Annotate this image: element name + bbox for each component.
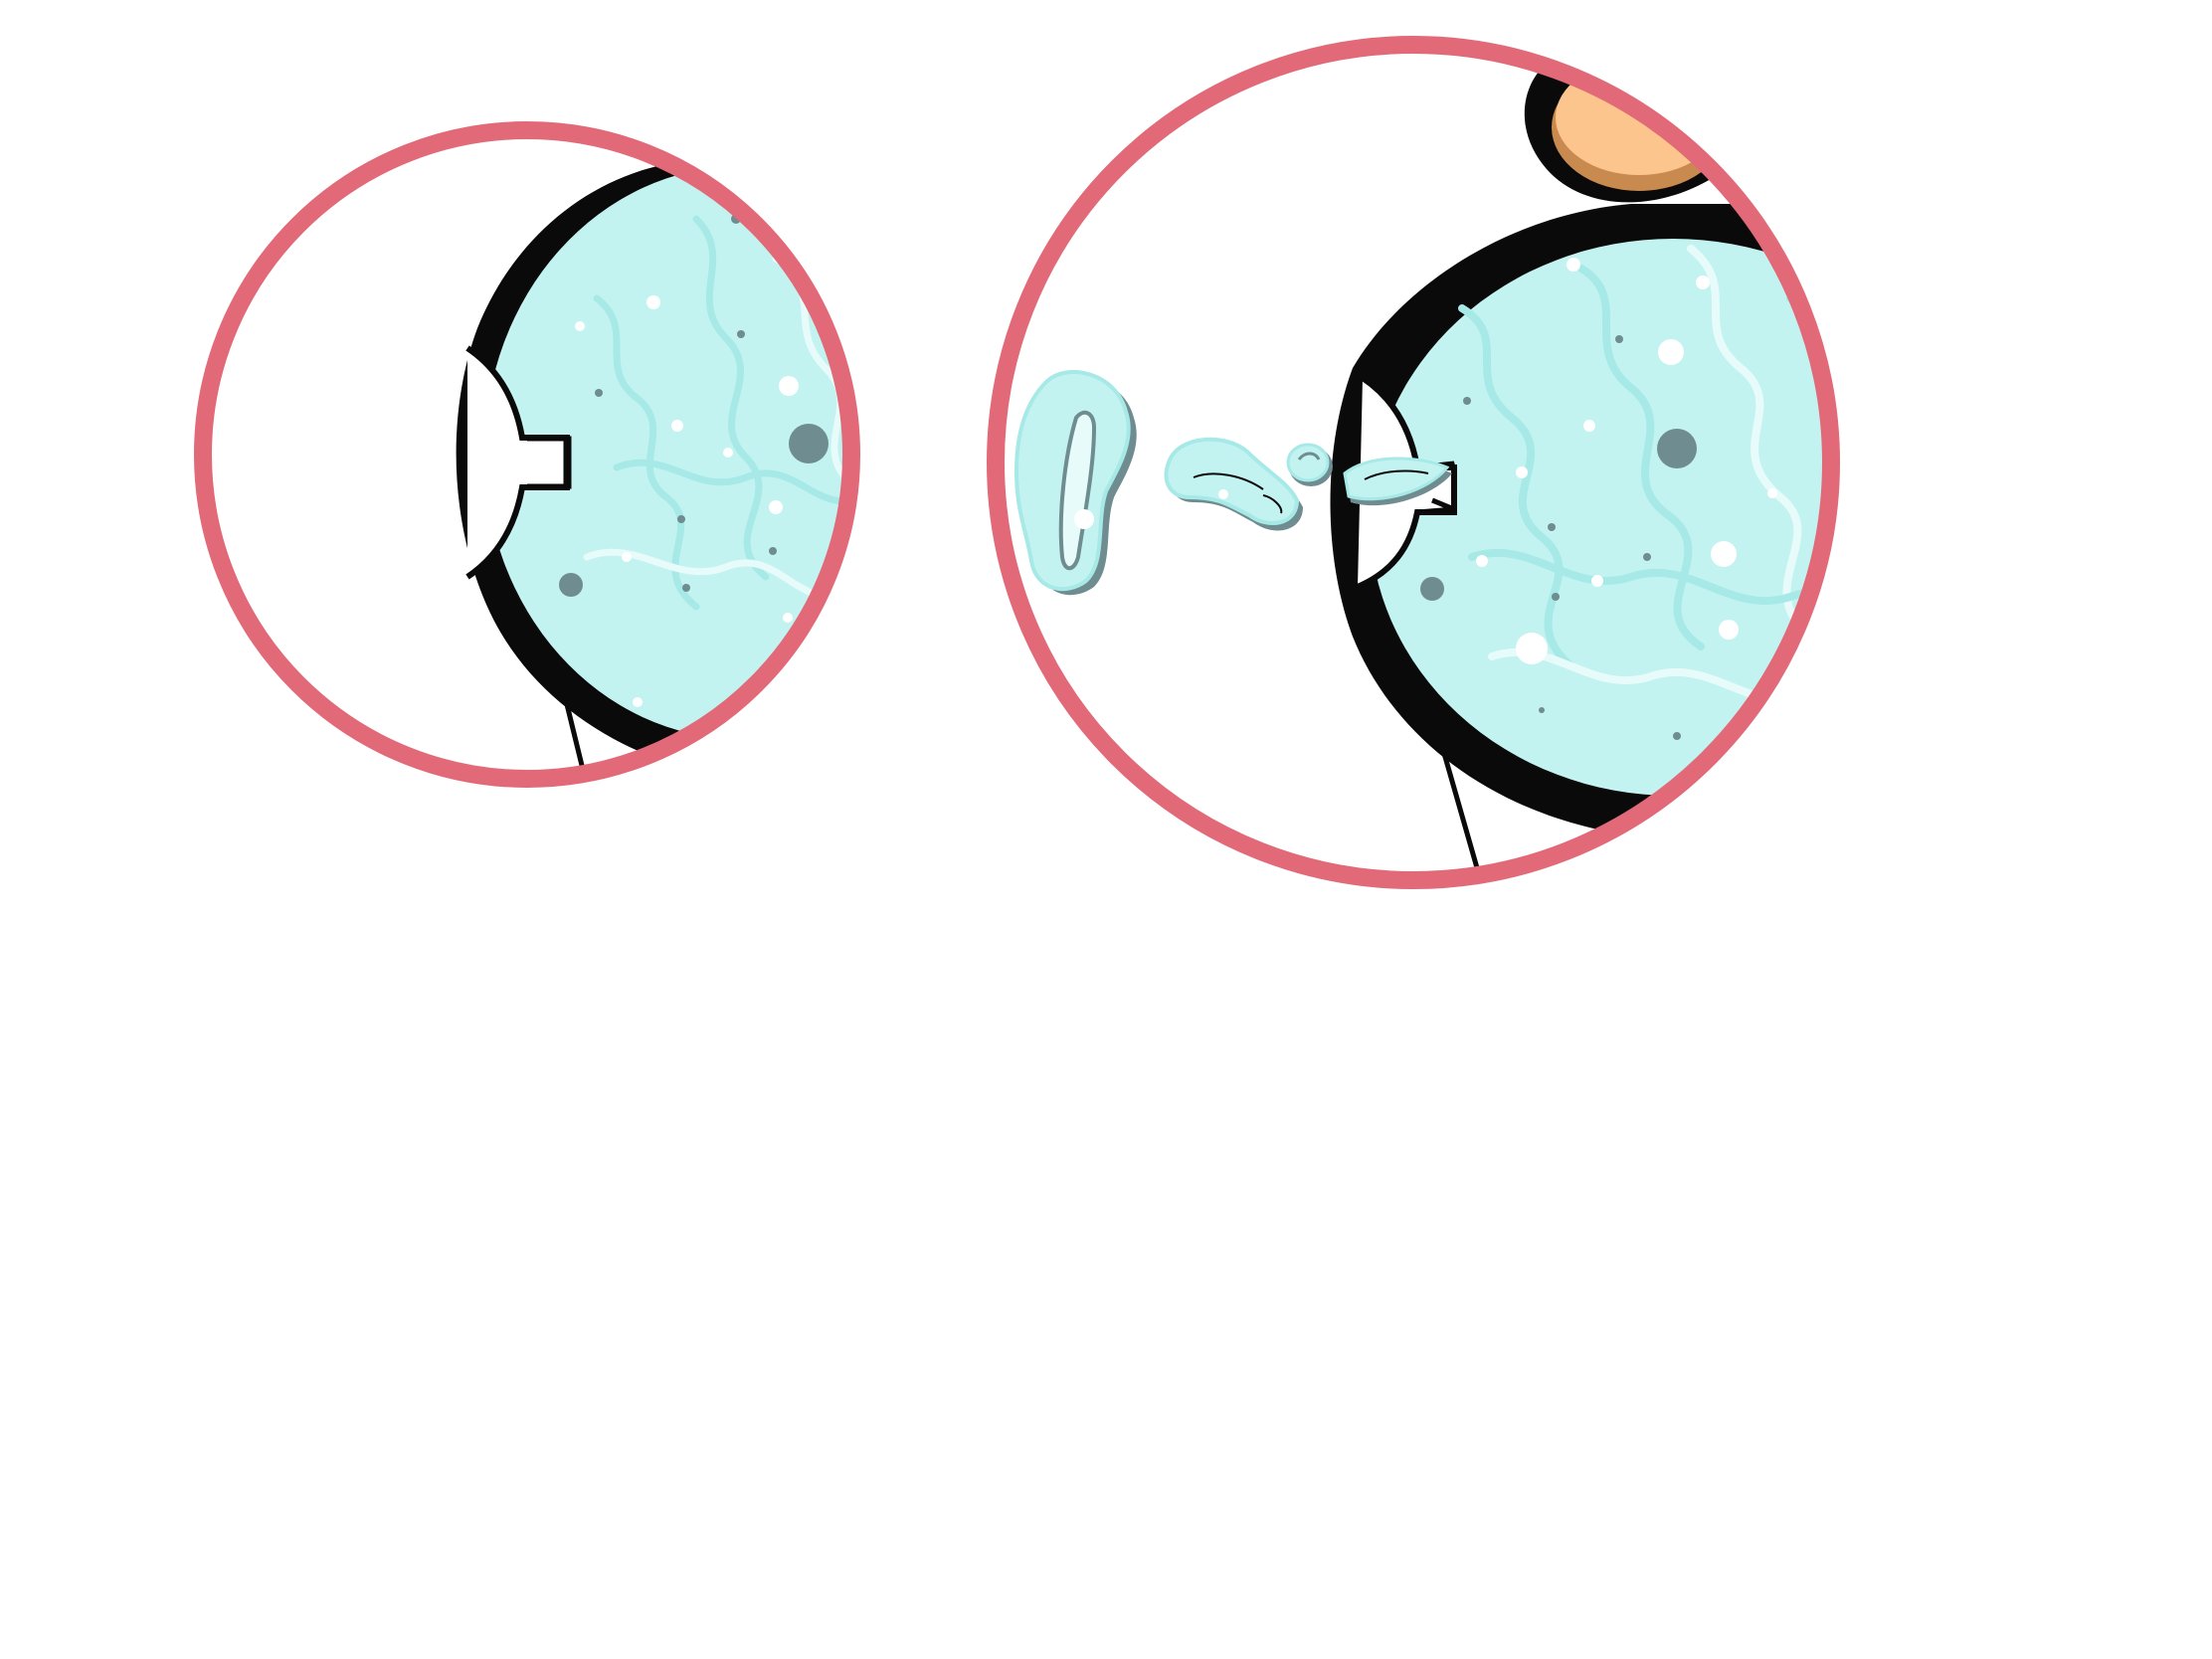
right-bulb-stem	[1436, 735, 1485, 880]
droplet-tip	[1343, 457, 1452, 506]
droplet-small	[1286, 443, 1333, 486]
bulb-syringe-closed-icon	[456, 139, 851, 779]
droplet-large	[1014, 370, 1137, 596]
right-panel-frame	[987, 36, 1840, 889]
left-panel-frame	[194, 121, 860, 788]
left-circle-panel	[194, 121, 860, 788]
right-circle-panel	[987, 36, 1840, 889]
right-fluid-specks	[1420, 258, 1777, 740]
left-fluid-specks	[559, 214, 829, 707]
water-droplets-icon	[1014, 370, 1452, 596]
droplet-middle	[1164, 437, 1303, 531]
left-bulb-closed-tip	[527, 436, 572, 489]
